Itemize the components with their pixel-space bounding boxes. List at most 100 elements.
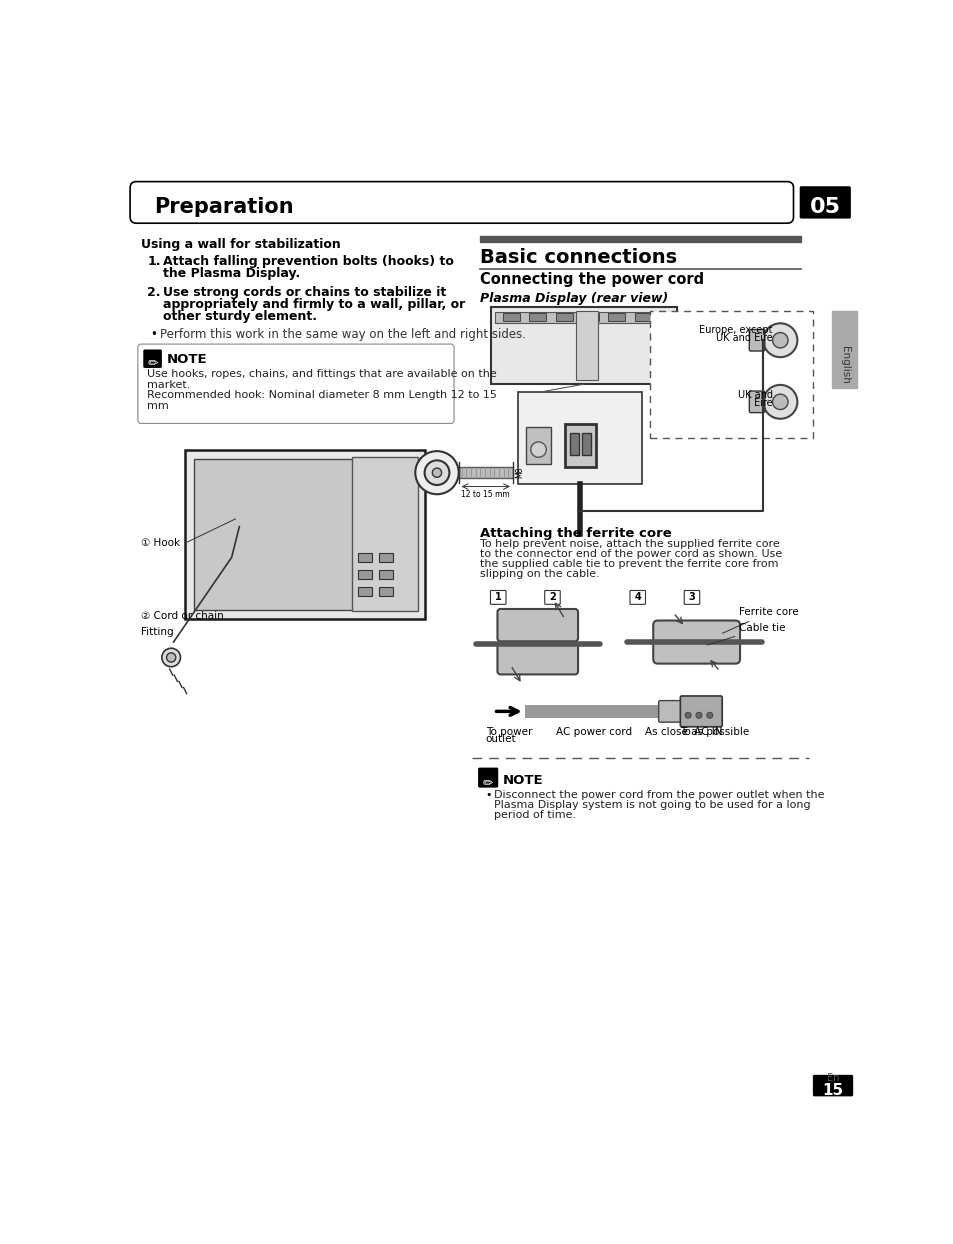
- Text: NOTE: NOTE: [502, 774, 543, 786]
- Text: ✏: ✏: [147, 357, 157, 371]
- Circle shape: [772, 332, 787, 348]
- Bar: [524, 705, 659, 718]
- Bar: [502, 312, 519, 321]
- FancyBboxPatch shape: [497, 642, 578, 674]
- Bar: [495, 312, 673, 322]
- Bar: [649, 311, 812, 438]
- Bar: [525, 427, 550, 464]
- Text: English: English: [839, 346, 849, 383]
- Text: Use hooks, ropes, chains, and fittings that are available on the: Use hooks, ropes, chains, and fittings t…: [147, 368, 497, 378]
- Bar: [491, 307, 677, 384]
- Bar: [555, 312, 572, 321]
- FancyBboxPatch shape: [544, 591, 559, 605]
- Circle shape: [424, 460, 449, 485]
- FancyBboxPatch shape: [748, 391, 764, 413]
- Circle shape: [762, 323, 797, 357]
- Text: period of time.: period of time.: [493, 810, 575, 820]
- Text: Fitting: Fitting: [141, 627, 173, 637]
- Text: 15: 15: [821, 1084, 842, 1098]
- Bar: [581, 312, 598, 321]
- Text: 12 to 15 mm: 12 to 15 mm: [461, 490, 510, 499]
- Bar: [357, 552, 372, 562]
- Text: Preparation: Preparation: [154, 197, 294, 216]
- Bar: [634, 312, 651, 321]
- FancyBboxPatch shape: [679, 695, 721, 726]
- Text: Connecting the power cord: Connecting the power cord: [479, 272, 703, 287]
- Text: ② Cord or chain: ② Cord or chain: [141, 611, 223, 621]
- Text: Cable tie: Cable tie: [706, 623, 785, 646]
- Circle shape: [167, 653, 175, 662]
- Bar: [517, 392, 641, 484]
- Text: Ferrite core: Ferrite core: [721, 607, 798, 633]
- Bar: [458, 468, 513, 478]
- Bar: [569, 433, 578, 455]
- Text: market.: market.: [147, 379, 191, 389]
- Text: To power: To power: [485, 726, 532, 736]
- Bar: [479, 236, 801, 241]
- Text: As close as possible: As close as possible: [644, 726, 748, 736]
- FancyBboxPatch shape: [629, 591, 645, 605]
- Text: To help prevent noise, attach the supplied ferrite core: To help prevent noise, attach the suppli…: [479, 539, 779, 549]
- Text: 2: 2: [549, 592, 556, 602]
- Text: En: En: [826, 1074, 839, 1084]
- Text: Attaching the ferrite core: Attaching the ferrite core: [479, 526, 671, 540]
- Text: NOTE: NOTE: [167, 353, 207, 366]
- Text: 1: 1: [495, 592, 501, 602]
- Text: to the connector end of the power cord as shown. Use: to the connector end of the power cord a…: [479, 549, 781, 559]
- Text: Recommended hook: Nominal diameter 8 mm Length 12 to 15: Recommended hook: Nominal diameter 8 mm …: [147, 391, 497, 401]
- Bar: [831, 311, 856, 388]
- Text: 1.: 1.: [147, 255, 160, 267]
- Bar: [185, 449, 425, 620]
- FancyBboxPatch shape: [497, 610, 578, 642]
- Bar: [194, 459, 356, 610]
- Text: 4: 4: [634, 592, 640, 602]
- Bar: [378, 587, 393, 596]
- Text: the Plasma Display.: the Plasma Display.: [162, 267, 299, 280]
- Circle shape: [695, 712, 701, 718]
- Bar: [357, 570, 372, 578]
- Circle shape: [706, 712, 712, 718]
- FancyBboxPatch shape: [799, 187, 850, 219]
- FancyBboxPatch shape: [137, 345, 454, 423]
- Text: AC power cord: AC power cord: [555, 726, 631, 736]
- Text: Perform this work in the same way on the left and right sides.: Perform this work in the same way on the…: [159, 328, 525, 341]
- Circle shape: [432, 468, 441, 478]
- FancyBboxPatch shape: [653, 621, 740, 663]
- Bar: [352, 458, 417, 611]
- Text: outlet: outlet: [485, 734, 516, 744]
- Text: Attach falling prevention bolts (hooks) to: Attach falling prevention bolts (hooks) …: [162, 255, 453, 267]
- Text: 2.: 2.: [147, 286, 160, 299]
- Bar: [378, 552, 393, 562]
- Circle shape: [772, 394, 787, 409]
- Text: Europe, except: Europe, except: [699, 325, 772, 335]
- FancyBboxPatch shape: [658, 700, 680, 723]
- FancyBboxPatch shape: [143, 350, 162, 368]
- Text: slipping on the cable.: slipping on the cable.: [479, 569, 598, 578]
- Text: ✏: ✏: [482, 776, 493, 790]
- FancyBboxPatch shape: [490, 591, 505, 605]
- Circle shape: [762, 384, 797, 419]
- Text: other sturdy element.: other sturdy element.: [162, 310, 316, 323]
- FancyBboxPatch shape: [812, 1075, 852, 1096]
- Bar: [357, 587, 372, 596]
- Circle shape: [415, 452, 458, 494]
- Text: Eire: Eire: [753, 398, 772, 408]
- Text: Plasma Display system is not going to be used for a long: Plasma Display system is not going to be…: [493, 800, 809, 810]
- Text: Basic connections: Basic connections: [479, 248, 676, 267]
- Text: •: •: [485, 790, 492, 800]
- FancyBboxPatch shape: [748, 330, 764, 351]
- Bar: [581, 433, 591, 455]
- Text: Disconnect the power cord from the power outlet when the: Disconnect the power cord from the power…: [493, 790, 823, 800]
- Text: Plasma Display (rear view): Plasma Display (rear view): [479, 292, 667, 305]
- FancyBboxPatch shape: [683, 591, 699, 605]
- Text: •: •: [150, 328, 157, 341]
- Bar: [564, 424, 596, 468]
- FancyBboxPatch shape: [477, 768, 497, 787]
- Circle shape: [530, 442, 546, 458]
- Text: Using a wall for stabilization: Using a wall for stabilization: [141, 238, 340, 251]
- Text: appropriately and firmly to a wall, pillar, or: appropriately and firmly to a wall, pill…: [162, 297, 464, 311]
- Circle shape: [684, 712, 691, 718]
- Bar: [576, 311, 598, 381]
- Text: UK and: UK and: [737, 389, 772, 399]
- FancyBboxPatch shape: [130, 182, 793, 223]
